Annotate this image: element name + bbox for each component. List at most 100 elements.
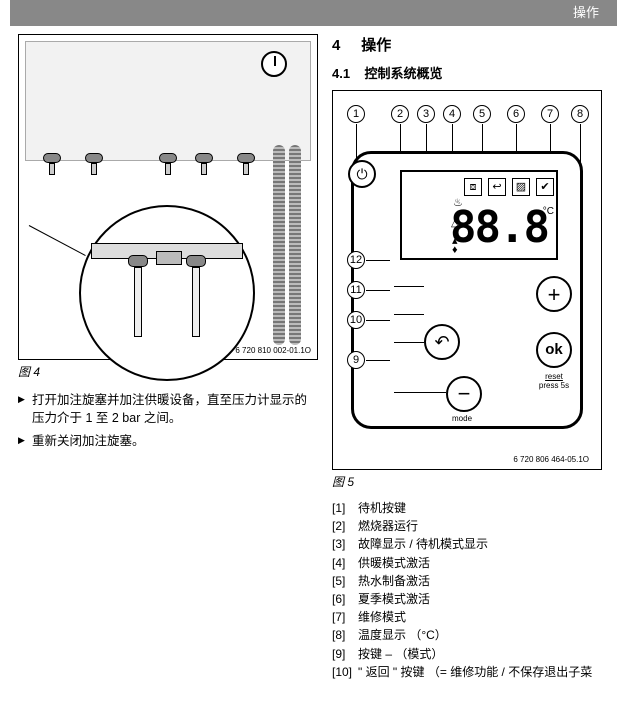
legend-text: 温度显示 （°C） xyxy=(358,628,447,642)
temperature-readout: 88.8 xyxy=(450,202,548,253)
fig4-connector-icon xyxy=(156,251,182,265)
pressure-gauge-icon xyxy=(261,51,287,77)
legend-text: 夏季模式激活 xyxy=(358,592,430,606)
legend-item: [8]温度显示 （°C） xyxy=(332,627,602,643)
minus-button[interactable]: − xyxy=(446,376,482,412)
fig4-fill-valve-icon xyxy=(128,255,148,337)
callout-4: 4 xyxy=(443,105,461,123)
legend-text: 按键 – （模式） xyxy=(358,647,443,661)
legend-num: [3] xyxy=(332,536,358,552)
reset-label: reset press 5s xyxy=(538,372,570,390)
display-mode-icons: ⧈ ↩ ▨ ✔ xyxy=(464,178,554,196)
legend-text: " 返回 " 按键 （= 维修功能 / 不保存退出子菜 xyxy=(358,665,592,679)
legend-item: [2]燃烧器运行 xyxy=(332,518,602,534)
callout-11: 11 xyxy=(347,281,365,299)
legend-num: [1] xyxy=(332,500,358,516)
service-mode-icon: ✔ xyxy=(536,178,554,196)
legend-text: 热水制备激活 xyxy=(358,574,430,588)
legend-list: [1]待机按键 [2]燃烧器运行 [3]故障显示 / 待机模式显示 [4]供暖模… xyxy=(332,500,602,680)
leader-line xyxy=(366,320,390,321)
legend-item: [6]夏季模式激活 xyxy=(332,591,602,607)
right-column: 4 操作 4.1 控制系统概览 1 2 3 4 5 6 7 8 xyxy=(332,34,602,682)
legend-item: [4]供暖模式激活 xyxy=(332,555,602,571)
fig4-flex-hose-icon xyxy=(289,145,301,345)
callout-7: 7 xyxy=(541,105,559,123)
legend-item: [1]待机按键 xyxy=(332,500,602,516)
leader-line xyxy=(394,342,424,343)
back-button[interactable]: ↶ xyxy=(424,324,460,360)
header-bar: 操作 xyxy=(10,0,617,26)
figure-5-label: 图 5 xyxy=(332,473,602,490)
legend-item: [7]维修模式 xyxy=(332,609,602,625)
figure-5-code: 6 720 806 464-05.1O xyxy=(513,455,589,464)
figure-5-box: 1 2 3 4 5 6 7 8 ⏻ ♨ △ xyxy=(332,90,602,470)
summer-mode-icon: ▨ xyxy=(512,178,530,196)
callout-12: 12 xyxy=(347,251,365,269)
legend-text: 故障显示 / 待机模式显示 xyxy=(358,537,488,551)
legend-num: [8] xyxy=(332,627,358,643)
fig4-valve-icon xyxy=(43,153,61,175)
fig4-valve-icon xyxy=(237,153,255,175)
callout-10: 10 xyxy=(347,311,365,329)
callout-3: 3 xyxy=(417,105,435,123)
legend-num: [2] xyxy=(332,518,358,534)
plus-button[interactable]: + xyxy=(536,276,572,312)
leader-line xyxy=(366,290,390,291)
legend-num: [5] xyxy=(332,573,358,589)
callout-9: 9 xyxy=(347,351,365,369)
deg-c-label: °C xyxy=(543,206,554,217)
subsection-num: 4.1 xyxy=(332,66,350,81)
callout-1: 1 xyxy=(347,105,365,123)
section-title: 4 操作 xyxy=(332,34,602,55)
legend-text: 供暖模式激活 xyxy=(358,556,430,570)
tap-water-icon: ↩ xyxy=(488,178,506,196)
instruction-item: 重新关闭加注旋塞。 xyxy=(18,433,318,451)
leader-line xyxy=(394,392,446,393)
legend-num: [4] xyxy=(332,555,358,571)
leader-line xyxy=(366,260,390,261)
callout-2: 2 xyxy=(391,105,409,123)
standby-button[interactable]: ⏻ xyxy=(348,160,376,188)
fig4-detail-circle xyxy=(79,205,255,381)
fig4-valve-icon xyxy=(195,153,213,175)
ok-button[interactable]: ok xyxy=(536,332,572,368)
fig4-leader-line xyxy=(29,225,86,256)
subsection-title: 4.1 控制系统概览 xyxy=(332,63,602,82)
legend-item: [3]故障显示 / 待机模式显示 xyxy=(332,536,602,552)
legend-text: 维修模式 xyxy=(358,610,406,624)
reset-hint: press 5s xyxy=(538,381,570,390)
header-title: 操作 xyxy=(573,5,599,20)
lcd-display: ♨ △ ▴ ♦ ⧈ ↩ ▨ ✔ 88.8 °C xyxy=(400,170,558,260)
fig4-fill-valve-icon xyxy=(186,255,206,337)
instruction-list: 打开加注旋塞并加注供暖设备，直至压力计显示的压力介于 1 至 2 bar 之间。… xyxy=(18,392,318,451)
content-columns: 6 720 810 002-01.1O 图 4 打开加注旋塞并加注供暖设备，直至… xyxy=(0,26,617,682)
legend-item: [9]按键 – （模式） xyxy=(332,646,602,662)
legend-item: [5]热水制备激活 xyxy=(332,573,602,589)
legend-num: [6] xyxy=(332,591,358,607)
legend-text: 燃烧器运行 xyxy=(358,519,418,533)
leader-line xyxy=(394,314,424,315)
fig4-valve-icon xyxy=(159,153,177,175)
legend-text: 待机按键 xyxy=(358,501,406,515)
callout-6: 6 xyxy=(507,105,525,123)
legend-num: [10] xyxy=(332,664,358,680)
legend-item: [10]" 返回 " 按键 （= 维修功能 / 不保存退出子菜 xyxy=(332,664,602,680)
leader-line xyxy=(366,360,390,361)
section-num: 4 xyxy=(332,37,340,54)
callout-5: 5 xyxy=(473,105,491,123)
fig4-valve-icon xyxy=(85,153,103,175)
heating-mode-icon: ⧈ xyxy=(464,178,482,196)
leader-line xyxy=(394,286,424,287)
section-name: 操作 xyxy=(361,37,391,54)
figure-4-code: 6 720 810 002-01.1O xyxy=(235,346,311,355)
fig4-flex-hose-icon xyxy=(273,145,285,345)
instruction-item: 打开加注旋塞并加注供暖设备，直至压力计显示的压力介于 1 至 2 bar 之间。 xyxy=(18,392,318,427)
reset-text: reset xyxy=(538,372,570,381)
legend-num: [9] xyxy=(332,646,358,662)
subsection-name: 控制系统概览 xyxy=(365,66,443,81)
callout-8: 8 xyxy=(571,105,589,123)
legend-num: [7] xyxy=(332,609,358,625)
left-column: 6 720 810 002-01.1O 图 4 打开加注旋塞并加注供暖设备，直至… xyxy=(18,34,318,682)
mode-label: mode xyxy=(452,414,472,423)
figure-4-box: 6 720 810 002-01.1O xyxy=(18,34,318,360)
